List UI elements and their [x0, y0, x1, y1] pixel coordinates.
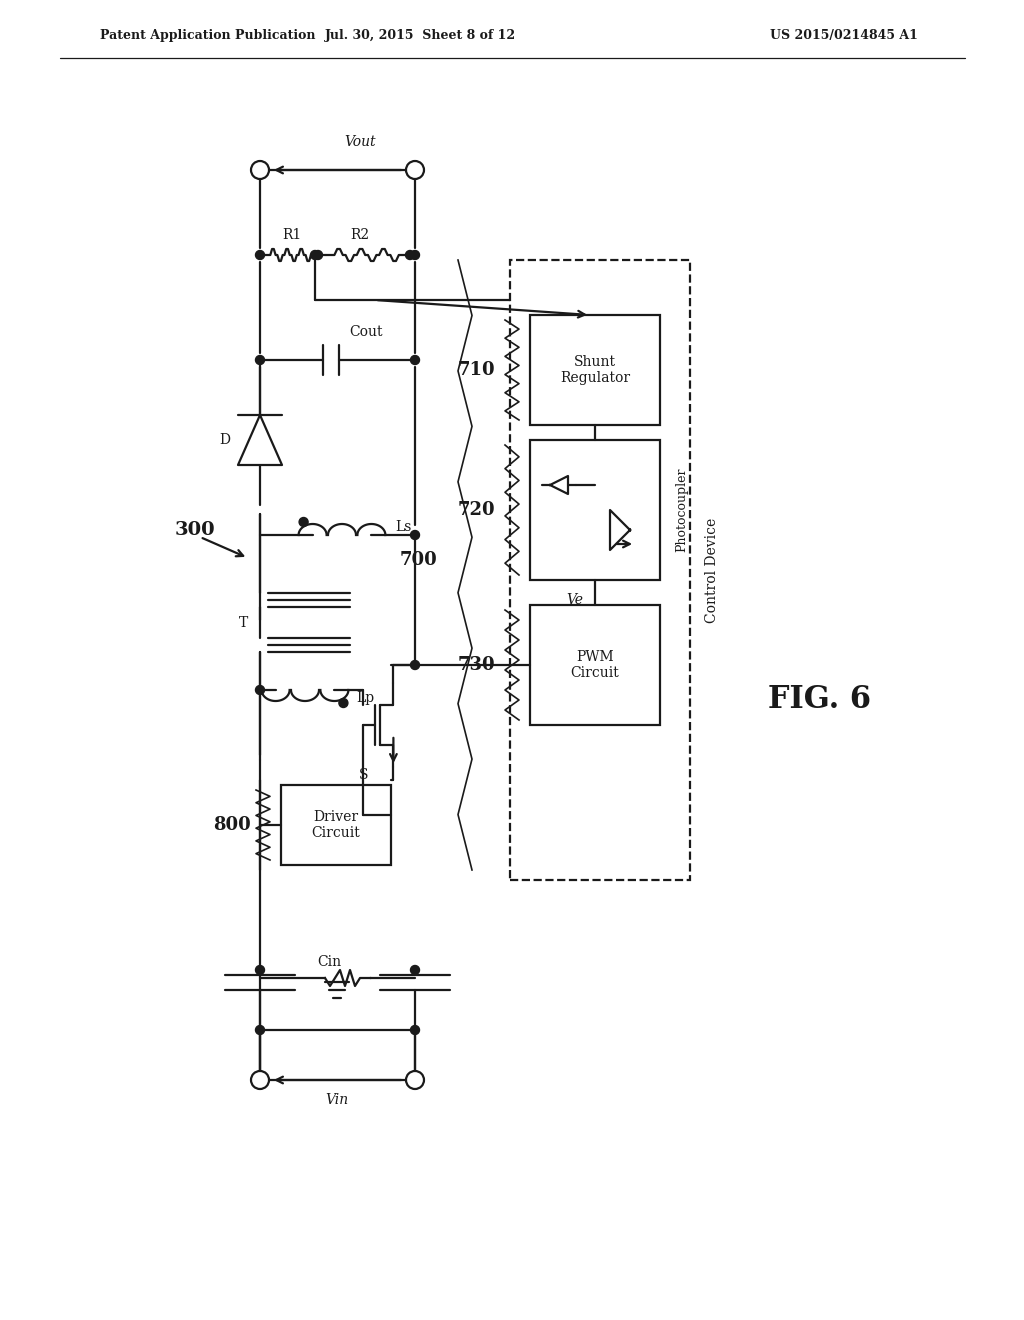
Polygon shape — [610, 510, 630, 550]
Text: Shunt
Regulator: Shunt Regulator — [560, 355, 630, 385]
Text: Control Device: Control Device — [705, 517, 719, 623]
Circle shape — [411, 965, 420, 974]
Circle shape — [411, 660, 420, 669]
Circle shape — [251, 161, 269, 180]
Circle shape — [310, 251, 319, 260]
Bar — [281, 785, 391, 865]
Text: FIG. 6: FIG. 6 — [768, 685, 871, 715]
Circle shape — [411, 531, 420, 540]
Text: US 2015/0214845 A1: US 2015/0214845 A1 — [770, 29, 918, 41]
Polygon shape — [238, 414, 282, 465]
Text: 800: 800 — [213, 816, 251, 834]
Circle shape — [411, 355, 420, 364]
Text: D: D — [219, 433, 230, 447]
Text: 730: 730 — [458, 656, 495, 675]
Circle shape — [411, 251, 420, 260]
Text: Cout: Cout — [349, 325, 383, 339]
Circle shape — [256, 251, 264, 260]
Text: T: T — [239, 616, 248, 630]
Polygon shape — [550, 477, 568, 494]
Text: Driver
Circuit: Driver Circuit — [311, 810, 360, 840]
Circle shape — [299, 517, 308, 527]
Circle shape — [256, 355, 264, 364]
Text: Jul. 30, 2015  Sheet 8 of 12: Jul. 30, 2015 Sheet 8 of 12 — [325, 29, 515, 41]
Circle shape — [406, 1071, 424, 1089]
Text: 300: 300 — [175, 521, 216, 539]
Bar — [510, 260, 690, 880]
Bar — [530, 440, 660, 579]
Text: S: S — [358, 768, 369, 781]
Circle shape — [406, 251, 415, 260]
Bar — [530, 315, 660, 425]
Text: Vout: Vout — [344, 135, 376, 149]
Bar — [530, 605, 660, 725]
Text: Lp: Lp — [356, 690, 375, 705]
Text: Ve: Ve — [566, 593, 584, 607]
Text: R2: R2 — [350, 228, 370, 242]
Circle shape — [411, 1026, 420, 1035]
Text: 720: 720 — [458, 502, 495, 519]
Circle shape — [339, 698, 348, 708]
Circle shape — [256, 1026, 264, 1035]
Circle shape — [256, 965, 264, 974]
Text: Photocoupler: Photocoupler — [676, 467, 688, 552]
Circle shape — [251, 1071, 269, 1089]
Text: 710: 710 — [458, 360, 495, 379]
Text: PWM
Circuit: PWM Circuit — [570, 649, 620, 680]
Text: Patent Application Publication: Patent Application Publication — [100, 29, 315, 41]
Text: Ls: Ls — [395, 520, 412, 535]
Text: R1: R1 — [283, 228, 302, 242]
Text: 700: 700 — [399, 550, 437, 569]
Text: Vin: Vin — [326, 1093, 348, 1107]
Circle shape — [313, 251, 323, 260]
Text: Cin: Cin — [317, 954, 341, 969]
Circle shape — [406, 161, 424, 180]
Circle shape — [256, 685, 264, 694]
